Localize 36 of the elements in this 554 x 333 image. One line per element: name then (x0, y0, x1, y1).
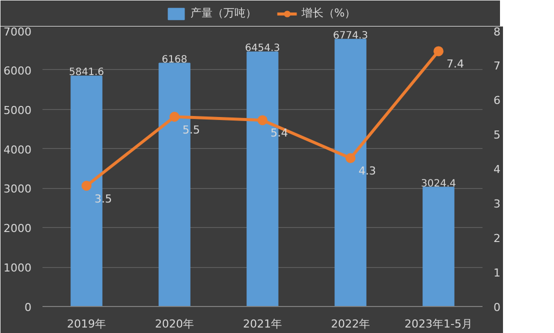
y2-tick-label: 2 (494, 232, 500, 245)
legend-label: 产量（万吨） (190, 6, 256, 20)
data-label: 5841.6 (69, 67, 104, 78)
legend-label: 增长（%） (301, 6, 356, 20)
y-tick-label: 6000 (4, 64, 32, 78)
data-label: 6168 (162, 54, 188, 66)
x-tick-label: 2022年 (331, 318, 370, 330)
y-tick-label: 2000 (4, 222, 32, 236)
bar (422, 186, 454, 306)
data-label: 6774.3 (333, 30, 368, 42)
y-tick-label: 7000 (4, 26, 32, 38)
x-tick-label: 2020年 (155, 318, 194, 330)
y-tick-label: 4000 (4, 143, 32, 156)
x-tick-label: 2021年 (243, 318, 282, 330)
y2-tick-label: 1 (494, 266, 500, 280)
y-tick-label: 0 (24, 301, 32, 314)
y-tick-label: 1000 (4, 262, 32, 275)
y2-tick-label: 6 (494, 94, 500, 107)
y2-tick-label: 0 (494, 301, 500, 314)
point (170, 112, 180, 122)
x-tick-label: 2019年 (67, 318, 106, 330)
point (346, 153, 356, 164)
data-label: 3024.4 (421, 178, 456, 190)
y2-tick-label: 3 (494, 198, 500, 210)
data-label: 6454.3 (245, 43, 280, 54)
y2-tick-label: 8 (494, 26, 500, 38)
x-tick-label: 2023年1-5月 (404, 318, 472, 330)
point (434, 46, 444, 56)
data-label: 7.4 (446, 58, 464, 71)
y-tick-label: 5000 (4, 104, 32, 117)
y-tick-label: 3000 (4, 182, 32, 196)
point (258, 115, 268, 126)
y2-tick-label: 4 (494, 163, 500, 176)
y2-tick-label: 7 (494, 60, 500, 72)
point (82, 180, 92, 191)
y2-tick-label: 5 (494, 128, 500, 142)
